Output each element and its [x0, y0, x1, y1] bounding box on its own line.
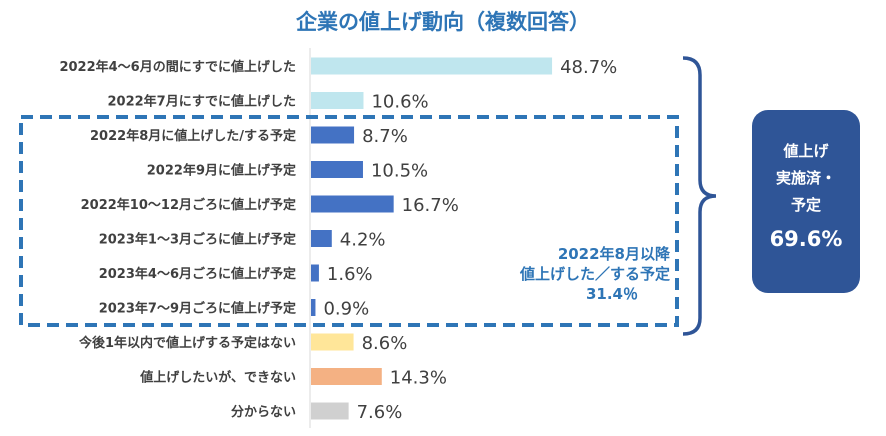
category-label: 2023年1～3月ごろに値上げ予定	[99, 232, 296, 248]
category-label: 2022年4～6月の間にすでに値上げした	[59, 59, 296, 75]
category-label: 2023年7～9月ごろに値上げ予定	[99, 301, 296, 317]
category-label: 値上げしたいが、できない	[139, 370, 296, 386]
bar	[311, 161, 363, 178]
value-label: 48.7%	[560, 57, 617, 78]
dashed-group-box	[19, 115, 679, 327]
category-label: 2022年8月に値上げした/する予定	[90, 128, 296, 144]
value-label: 8.6%	[362, 333, 408, 354]
dashed-group-annotation: 2022年8月以降 値上げした／する予定 31.4％	[470, 244, 670, 304]
annotation-total: 31.4％	[585, 285, 638, 303]
curly-brace	[682, 56, 717, 336]
total-line1: 値上げ	[783, 142, 829, 160]
value-label: 16.7%	[402, 195, 459, 216]
value-label: 0.9%	[323, 299, 369, 320]
value-label: 8.7%	[362, 126, 408, 147]
bar	[311, 264, 319, 282]
annotation-line1: 2022年8月以降	[557, 245, 670, 263]
annotation-line2: 値上げした／する予定	[519, 265, 670, 283]
value-label: 10.6%	[371, 92, 428, 113]
bar	[311, 333, 354, 351]
total-line3: 予定	[790, 196, 821, 214]
bar	[311, 126, 355, 144]
value-label: 10.5%	[371, 161, 428, 182]
value-label: 7.6%	[357, 402, 403, 423]
bar	[311, 299, 316, 316]
bar	[311, 402, 349, 420]
bar	[311, 57, 553, 75]
category-label: 2023年4～6月ごろに値上げ予定	[99, 266, 296, 282]
total-value: 69.6%	[769, 227, 843, 251]
value-label: 4.2%	[340, 230, 386, 251]
total-line2: 実施済・	[775, 169, 836, 187]
category-label: 2022年10～12月ごろに値上げ予定	[81, 197, 296, 213]
category-label: 2022年9月に値上げ予定	[147, 163, 296, 179]
category-label: 2022年7月にすでに値上げした	[108, 94, 297, 110]
chart-title: 企業の値上げ動向（複数回答）	[296, 10, 590, 34]
total-summary-box: 値上げ 実施済・ 予定 69.6%	[752, 110, 860, 293]
bar	[311, 230, 332, 247]
value-label: 1.6%	[327, 264, 373, 285]
bar	[311, 92, 364, 109]
bar	[311, 368, 382, 385]
category-label: 今後1年以内で値上げする予定はない	[78, 335, 296, 351]
bar	[311, 195, 394, 213]
value-label: 14.3%	[390, 368, 447, 389]
category-label: 分からない	[231, 404, 296, 420]
